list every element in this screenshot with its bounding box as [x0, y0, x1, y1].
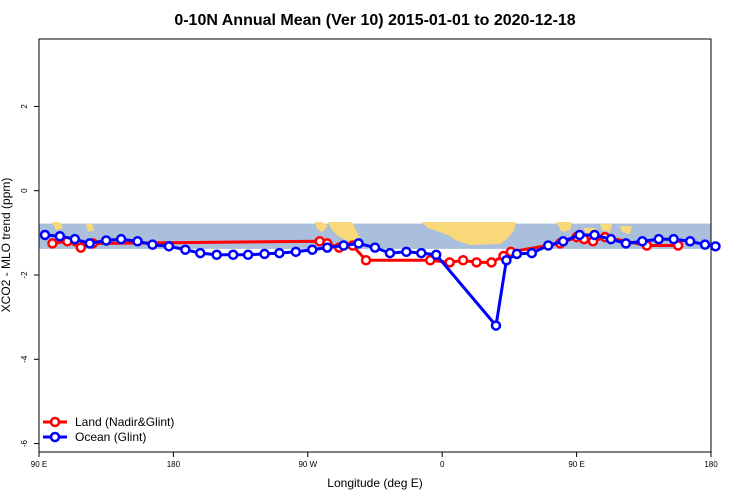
y-tick-label-3: -4: [20, 355, 29, 363]
legend-item-land: Land (Nadir&Glint): [43, 415, 174, 429]
x-tick-label-0: 90 E: [31, 460, 47, 469]
data-point-ocean: [501, 255, 512, 266]
data-point-ocean: [416, 247, 427, 259]
x-tick-label-5: 180: [704, 460, 718, 469]
chart-legend: Land (Nadir&Glint) Ocean (Glint): [43, 415, 174, 444]
data-point-land: [486, 257, 497, 268]
land-shape-4: [86, 224, 94, 232]
land-shape-2: [421, 222, 516, 245]
data-point-ocean: [115, 233, 127, 245]
data-point-ocean: [195, 247, 206, 259]
x-tick-label-2: 90 W: [298, 460, 317, 469]
y-tick-label-4: -6: [20, 439, 29, 447]
data-point-ocean: [589, 229, 600, 241]
y-tick-label-2: -2: [20, 271, 29, 279]
data-point-ocean: [39, 229, 51, 241]
data-point-land: [444, 257, 455, 268]
land-shape-0: [315, 222, 328, 232]
data-point-ocean: [430, 249, 442, 261]
data-point-ocean: [100, 235, 112, 246]
data-point-land: [47, 238, 58, 249]
data-point-ocean: [211, 249, 222, 261]
data-point-ocean: [605, 233, 617, 245]
x-tick-label-1: 180: [167, 460, 181, 469]
data-point-ocean: [668, 233, 679, 245]
x-tick-label-4: 90 E: [568, 460, 584, 469]
data-point-ocean: [180, 244, 191, 255]
land-shape-7: [620, 226, 632, 234]
data-point-ocean: [259, 248, 270, 260]
legend-label-land: Land (Nadir&Glint): [75, 415, 174, 429]
land-shape-3: [52, 222, 63, 230]
data-point-ocean: [401, 246, 412, 258]
data-point-land: [471, 257, 482, 268]
data-point-land: [360, 255, 372, 266]
data-point-ocean: [353, 238, 364, 249]
data-point-ocean: [54, 230, 66, 242]
data-point-ocean: [542, 240, 554, 251]
land-shape-6: [600, 224, 612, 232]
legend-marker-land: [49, 416, 61, 428]
land-shape-5: [556, 222, 572, 232]
data-point-ocean: [557, 236, 569, 247]
y-axis-label: XCO2 - MLO trend (ppm): [0, 178, 13, 313]
legend-label-ocean: Ocean (Glint): [75, 430, 146, 444]
data-point-ocean: [69, 233, 81, 245]
data-point-ocean: [384, 247, 396, 259]
data-point-ocean: [511, 248, 523, 260]
data-point-ocean: [290, 246, 302, 258]
data-point-land: [425, 255, 436, 266]
legend-marker-ocean: [49, 431, 61, 443]
legend-item-ocean: Ocean (Glint): [43, 430, 146, 444]
y-tick-label-0: 2: [20, 104, 29, 109]
land-shape-1: [328, 222, 360, 244]
data-point-ocean: [242, 249, 254, 261]
chart-title: 0-10N Annual Mean (Ver 10) 2015-01-01 to…: [174, 12, 575, 29]
data-point-ocean: [163, 241, 175, 252]
data-point-ocean: [147, 239, 158, 250]
data-point-land: [457, 255, 469, 266]
y-axis: 2 0 -2 -4 -6: [20, 104, 39, 447]
data-point-ocean: [307, 244, 318, 255]
x-axis-label: Longitude (deg E): [327, 476, 422, 490]
x-tick-label-3: 0: [440, 460, 445, 469]
data-point-ocean: [620, 238, 632, 249]
data-point-ocean: [84, 238, 96, 249]
data-point-ocean: [526, 247, 538, 259]
y-tick-label-1: 0: [20, 188, 29, 193]
x-axis: 90 E 180 90 W 0 90 E 180: [31, 452, 718, 469]
data-point-ocean: [132, 236, 143, 247]
data-point-ocean: [490, 320, 502, 331]
series-layer: [39, 229, 721, 331]
data-point-ocean: [699, 239, 711, 250]
data-point-ocean: [574, 229, 585, 241]
data-point-ocean: [637, 236, 648, 247]
data-point-ocean: [338, 240, 349, 251]
data-point-ocean: [710, 241, 721, 252]
data-point-ocean: [653, 233, 664, 245]
data-point-ocean: [369, 242, 381, 253]
data-point-ocean: [227, 249, 239, 261]
data-point-ocean: [684, 236, 696, 247]
data-point-ocean: [274, 247, 285, 259]
data-point-land: [75, 242, 87, 253]
data-point-ocean: [321, 242, 333, 253]
